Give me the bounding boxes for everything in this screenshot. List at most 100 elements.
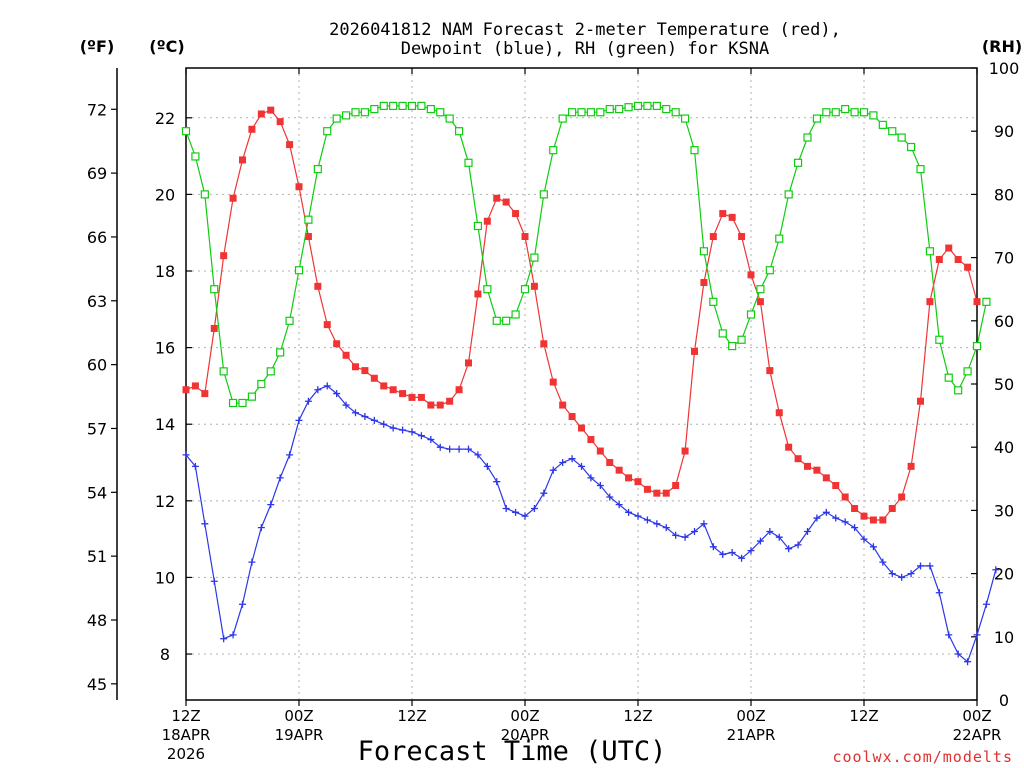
dewpoint-point bbox=[653, 520, 661, 528]
temperature-point bbox=[229, 194, 237, 202]
dewpoint-point bbox=[201, 520, 209, 528]
temperature-point bbox=[257, 110, 265, 118]
dewpoint-point bbox=[191, 462, 199, 470]
dewpoint-point bbox=[248, 558, 256, 566]
dewpoint-point bbox=[898, 573, 906, 581]
celsius-tick-label: 16 bbox=[155, 339, 175, 358]
rh-point bbox=[276, 348, 285, 357]
temperature-point bbox=[304, 233, 312, 241]
rh-point bbox=[605, 104, 614, 114]
rh-point bbox=[982, 297, 991, 306]
temperature-point bbox=[323, 321, 331, 329]
temperature-point bbox=[502, 198, 510, 206]
rh-point bbox=[294, 266, 304, 275]
rh-point bbox=[859, 108, 869, 117]
rh-point bbox=[822, 108, 831, 117]
temperature-point bbox=[907, 462, 915, 470]
temperature-point bbox=[804, 462, 811, 470]
dewpoint-point bbox=[851, 524, 859, 532]
temperature-point bbox=[625, 474, 633, 482]
rh-point bbox=[567, 108, 577, 117]
dewpoint-point bbox=[747, 547, 755, 555]
temperature-point bbox=[512, 210, 520, 218]
rh-point bbox=[916, 165, 925, 174]
dewpoint-point bbox=[888, 570, 896, 578]
temperature-point bbox=[342, 351, 350, 359]
rh-point bbox=[831, 108, 840, 117]
temperature-point bbox=[615, 466, 623, 474]
dewpoint-point bbox=[935, 589, 943, 597]
dewpoint-point bbox=[540, 489, 548, 497]
celsius-tick-label: 10 bbox=[155, 568, 175, 587]
celsius-tick-label: 22 bbox=[155, 109, 175, 128]
x-tick-label-time: 00Z bbox=[736, 707, 765, 725]
rh-point bbox=[304, 215, 313, 224]
temperature-point bbox=[239, 156, 246, 164]
celsius-unit-label: (ºC) bbox=[149, 37, 184, 56]
rh-point bbox=[530, 253, 539, 262]
fahrenheit-tick-label: 45 bbox=[87, 675, 107, 694]
temperature-point bbox=[399, 390, 407, 398]
temperature-point bbox=[917, 397, 924, 405]
fahrenheit-tick-label: 57 bbox=[87, 419, 107, 438]
dewpoint-point bbox=[917, 562, 924, 570]
rh-point bbox=[426, 104, 435, 114]
temperature-point bbox=[653, 489, 661, 497]
rh-point bbox=[313, 165, 322, 174]
rh-point bbox=[341, 111, 351, 120]
temperature-point bbox=[333, 340, 341, 348]
fahrenheit-tick-label: 69 bbox=[87, 164, 107, 183]
temperature-point bbox=[530, 282, 538, 290]
rh-point bbox=[483, 285, 492, 294]
rh-unit-label: (RH) bbox=[982, 37, 1022, 56]
rh-point bbox=[558, 114, 567, 123]
fahrenheit-tick-label: 66 bbox=[87, 228, 107, 247]
x-tick-label-year: 2026 bbox=[167, 745, 205, 763]
temperature-point bbox=[182, 386, 190, 394]
dewpoint-point bbox=[804, 527, 811, 535]
dewpoint-point bbox=[333, 390, 341, 398]
dewpoint-point bbox=[276, 474, 284, 482]
temperature-point bbox=[681, 447, 689, 455]
x-tick-label-date: 22APR bbox=[953, 726, 1002, 744]
rh-point bbox=[539, 190, 548, 199]
dewpoint-point bbox=[794, 541, 802, 549]
celsius-tick-label: 20 bbox=[155, 185, 175, 204]
fahrenheit-unit-label: (ºF) bbox=[80, 37, 115, 56]
dewpoint-point bbox=[719, 550, 727, 558]
temperature-point bbox=[879, 516, 887, 524]
temperature-point bbox=[672, 482, 680, 490]
dewpoint-point bbox=[785, 545, 793, 553]
temperature-point bbox=[191, 382, 199, 390]
rh-point bbox=[633, 101, 643, 111]
dewpoint-point bbox=[257, 524, 265, 532]
temperature-point bbox=[201, 390, 209, 398]
temperature-point bbox=[417, 393, 425, 401]
rh-tick-label: 30 bbox=[994, 501, 1014, 520]
rh-point bbox=[897, 133, 906, 142]
dewpoint-point bbox=[738, 554, 746, 562]
temperature-point bbox=[521, 233, 529, 241]
temperature-point bbox=[587, 436, 595, 444]
rh-point bbox=[445, 114, 454, 123]
temperature-point bbox=[813, 466, 821, 474]
rh-point bbox=[925, 247, 935, 256]
rh-point bbox=[728, 341, 737, 351]
rh-point bbox=[662, 104, 671, 114]
rh-point bbox=[436, 108, 445, 117]
rh-tick-label: 60 bbox=[994, 312, 1014, 331]
dewpoint-point bbox=[662, 524, 670, 532]
rh-tick-label: 40 bbox=[994, 438, 1014, 457]
rh-point bbox=[756, 285, 765, 294]
dewpoint-point bbox=[625, 508, 633, 516]
fahrenheit-tick-label: 48 bbox=[87, 611, 107, 630]
rh-point bbox=[285, 316, 294, 325]
dewpoint-point bbox=[304, 397, 312, 405]
temperature-point bbox=[728, 213, 736, 221]
temperature-point bbox=[794, 455, 802, 463]
x-tick-label-time: 12Z bbox=[849, 707, 878, 725]
temperature-point bbox=[352, 363, 359, 371]
temperature-point bbox=[220, 252, 228, 260]
